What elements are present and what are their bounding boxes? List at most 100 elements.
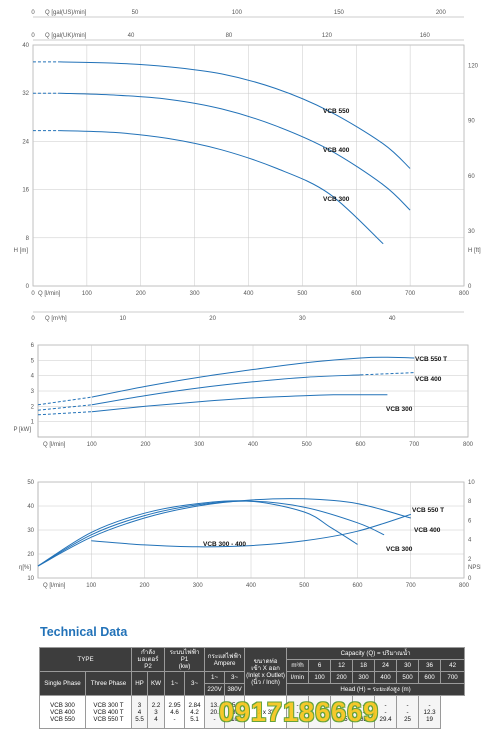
secondary-y-tick: 4 <box>468 538 472 544</box>
x-tick-label: 600 <box>351 291 362 297</box>
x-tick-label: 200 <box>140 442 151 448</box>
three-phase-header: Three Phase <box>84 671 133 696</box>
head-values-col: - 12.3 19 <box>418 695 442 729</box>
single-phase-models: VCB 300 VCB 400 VCB 550 <box>39 695 86 729</box>
type-header: TYPE <box>38 647 133 672</box>
amp-single-header: 1~ <box>204 671 226 684</box>
lmin-value: 700 <box>440 671 466 684</box>
y-tick-label: 50 <box>27 480 34 486</box>
x-tick-label: 300 <box>194 442 205 448</box>
secondary-x-tick: 40 <box>389 316 396 322</box>
x-tick-label: 100 <box>87 442 98 448</box>
secondary-x-tick: 10 <box>119 316 126 322</box>
y-tick-label: 20 <box>27 552 34 558</box>
hp-header: HP <box>131 671 149 696</box>
x-tick-label: 200 <box>136 291 147 297</box>
y-axis-label: η[%] <box>19 565 31 571</box>
y-tick-label: 8 <box>26 236 30 242</box>
secondary-x-tick: 80 <box>226 33 233 39</box>
secondary-x-tick: 160 <box>420 33 431 39</box>
x-tick-label: 800 <box>459 583 470 589</box>
series-label: VCB 400 <box>415 376 442 383</box>
technical-data-title: Technical Data <box>40 625 128 639</box>
m3h-value: 18 <box>352 659 376 672</box>
secondary-y-axis-label: NPSH <box>468 565 481 571</box>
series-label: VCB 300 <box>386 406 413 413</box>
x-tick-label: 500 <box>302 442 313 448</box>
y-axis-label: H [m] <box>14 248 29 254</box>
unit-m3h: m³/h <box>286 659 310 672</box>
pipe-size-header: ขนาดท่อ เข้า X ออก (Inlet x Outlet) (นิ้… <box>244 647 288 696</box>
x-tick-label: 700 <box>409 442 420 448</box>
single-phase-header: Single Phase <box>39 671 86 696</box>
m3h-value: 12 <box>330 659 354 672</box>
y-tick-label: 6 <box>31 343 35 349</box>
y-tick-label: 32 <box>22 91 29 97</box>
lmin-value: 300 <box>352 671 376 684</box>
y-tick-label: 40 <box>22 43 29 49</box>
series-label: VCB 550 <box>323 108 350 115</box>
series-label: VCB 300 - 400 <box>203 541 246 548</box>
amp-three-header: 3~ <box>224 671 246 684</box>
secondary-x-tick: 0 <box>31 33 35 39</box>
y-tick-label: 1 <box>31 420 35 426</box>
secondary-x-tick: 30 <box>299 316 306 322</box>
curve-dashed-vcb-400 <box>360 372 415 376</box>
y-tick-label: 16 <box>22 188 29 194</box>
hp-values: 3 4 5.5 <box>131 695 149 729</box>
secondary-y-tick: 30 <box>468 229 475 235</box>
x-tick-label: 300 <box>190 291 201 297</box>
series-label: VCB 550 T <box>412 507 444 514</box>
series-label: VCB 300 <box>323 196 350 203</box>
series-label: VCB 400 <box>323 147 350 154</box>
p1-single-header: 1~ <box>164 671 186 696</box>
series-label: VCB 300 <box>386 546 413 553</box>
lmin-value: 600 <box>418 671 442 684</box>
head-values-col: - - - <box>286 695 310 729</box>
secondary-y-tick: 6 <box>468 518 472 524</box>
curve-vcb-300---400 <box>91 513 411 548</box>
x-tick-label: 700 <box>406 583 417 589</box>
y-tick-label: 0 <box>26 284 30 290</box>
y-tick-label: 3 <box>31 389 35 395</box>
head-values-col: - - 33 <box>352 695 376 729</box>
curve-vcb-300 <box>91 394 388 413</box>
curve-vcb-300 <box>37 500 358 567</box>
secondary-y-tick: 10 <box>468 480 475 486</box>
lmin-value: 200 <box>330 671 354 684</box>
y-axis-label: P [kW] <box>13 427 31 433</box>
curve-dashed-vcb-550-t <box>37 396 92 406</box>
lmin-value: 400 <box>374 671 398 684</box>
three-phase-models: VCB 300 T VCB 400 T VCB 550 T <box>84 695 133 729</box>
secondary-x-tick: 120 <box>322 33 333 39</box>
secondary-x-tick: 200 <box>436 10 447 16</box>
curve-vcb-400 <box>91 374 361 406</box>
secondary-axis-label: Q [m³/h] <box>45 316 67 322</box>
curve-vcb-300 <box>59 130 384 245</box>
curve-vcb-550 <box>59 61 411 169</box>
curve-vcb-400 <box>37 500 385 567</box>
secondary-y-tick: 0 <box>468 284 472 290</box>
amp-three-values: 5. 8. 10 <box>224 695 246 729</box>
x-tick-label: 400 <box>243 291 254 297</box>
y-tick-label: 10 <box>27 576 34 582</box>
secondary-y-tick: 60 <box>468 174 475 180</box>
secondary-y-tick: 8 <box>468 499 472 505</box>
power-chart: 1 2 3 4 5 6 100 200 300 400 500 600 700 800 Q [l/min] P… <box>13 343 473 448</box>
x-tick-label: 400 <box>248 442 259 448</box>
lmin-value: 500 <box>396 671 420 684</box>
y-tick-label: 40 <box>27 504 34 510</box>
x-tick-label: 0 <box>31 291 35 297</box>
x-axis-label: Q [l/min] <box>43 442 66 448</box>
secondary-x-tick: 50 <box>132 10 139 16</box>
kw-values: 2.2 3 4 <box>147 695 166 729</box>
y-tick-label: 30 <box>27 528 34 534</box>
amp-single-voltage: 220V <box>204 683 226 696</box>
head-note: Head (H) = ระยะส่งสูง (m) <box>286 683 466 696</box>
x-tick-label: 100 <box>86 583 97 589</box>
p1-header: ระบบไฟฟ้า P1 (kw) <box>164 647 206 672</box>
m3h-value: 6 <box>308 659 332 672</box>
secondary-y-tick: 90 <box>468 119 475 125</box>
secondary-y-axis-label: H [ft] <box>468 248 481 254</box>
